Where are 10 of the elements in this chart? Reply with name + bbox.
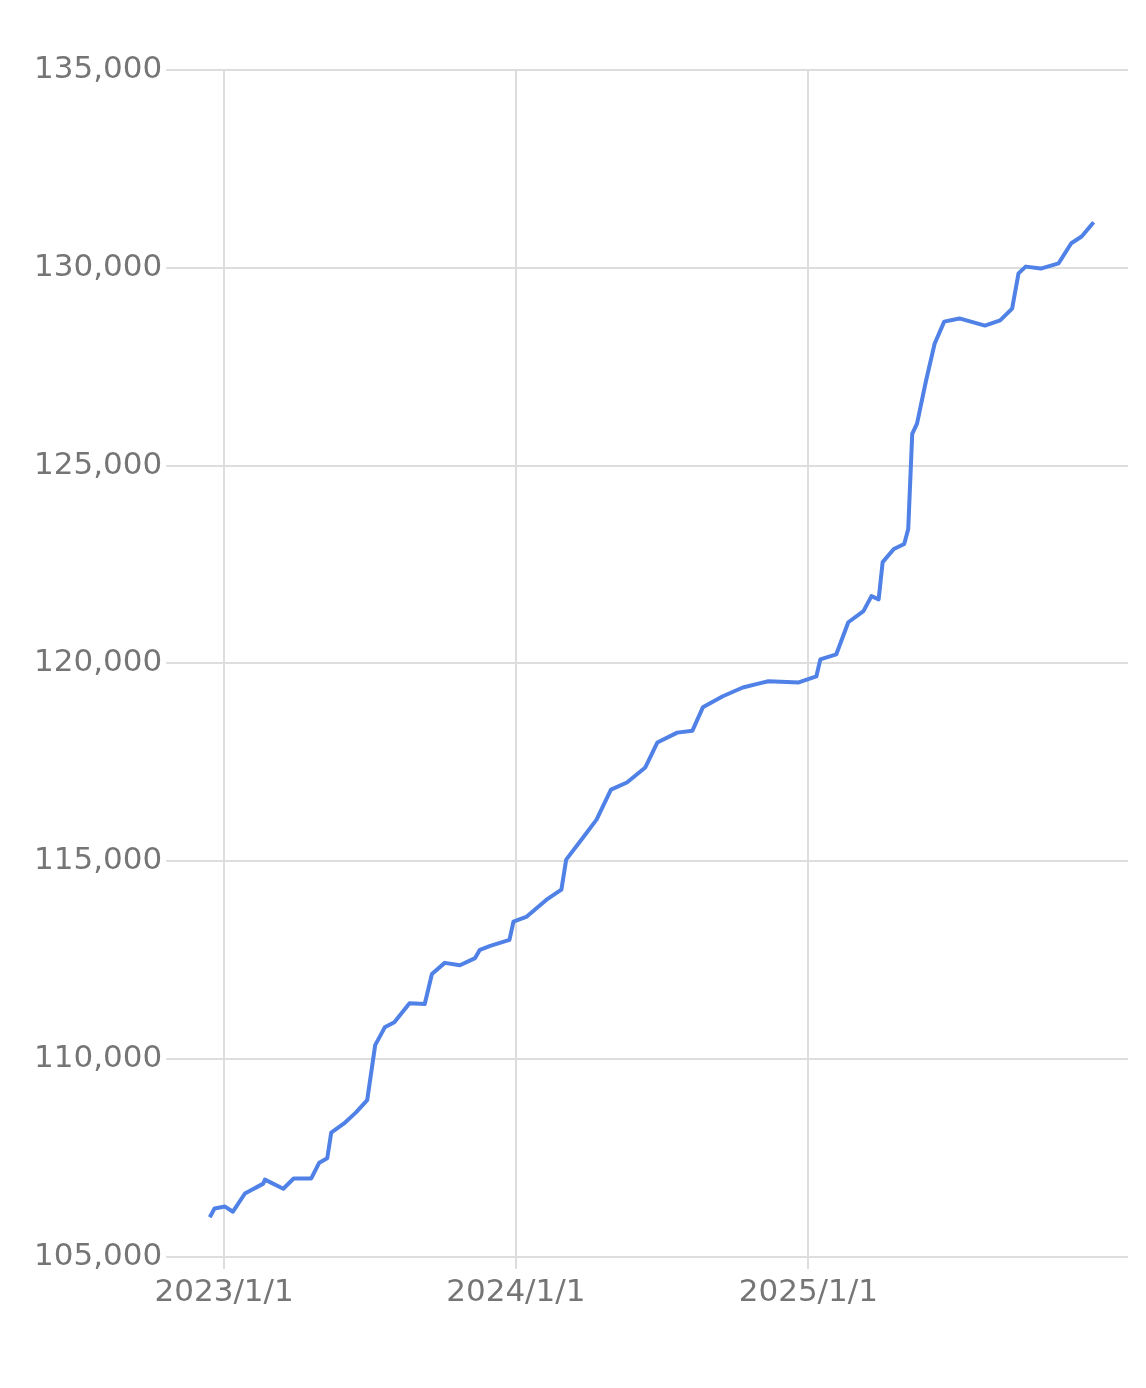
y-tick-label: 110,000 [33, 1038, 163, 1075]
x-tick-label: 2023/1/1 [154, 1272, 294, 1309]
x-tick-label: 2025/1/1 [738, 1272, 878, 1309]
y-tick-label: 105,000 [33, 1235, 163, 1272]
y-tick-label: 135,000 [33, 49, 163, 86]
y-tick-label: 125,000 [33, 444, 163, 481]
y-tick-label: 120,000 [33, 642, 163, 679]
y-tick-label: 115,000 [33, 840, 163, 877]
x-tick-label: 2024/1/1 [446, 1272, 586, 1309]
y-tick-label: 130,000 [33, 246, 163, 283]
